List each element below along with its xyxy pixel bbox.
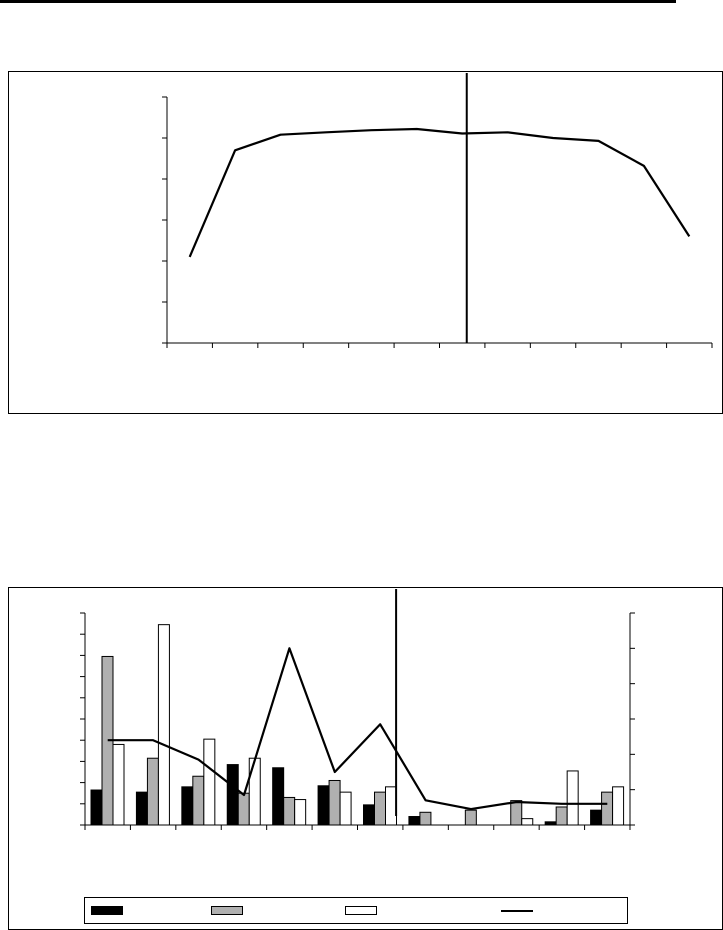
bar-series-1 bbox=[272, 767, 285, 826]
bar-series-3 bbox=[294, 799, 307, 826]
bar-series-1 bbox=[90, 789, 103, 826]
top-rule bbox=[0, 0, 676, 3]
legend-item-series-3 bbox=[345, 898, 383, 923]
bar-series-3 bbox=[112, 743, 125, 826]
bar-series-2 bbox=[146, 757, 159, 826]
legend-swatch-series-1 bbox=[91, 906, 123, 915]
bar-series-3 bbox=[248, 757, 261, 826]
bar-series-3 bbox=[612, 786, 625, 826]
bar-series-1 bbox=[408, 816, 421, 826]
bar-series-3 bbox=[521, 818, 534, 826]
bar-series-2 bbox=[601, 791, 614, 826]
bar-series-3 bbox=[385, 786, 397, 826]
legend bbox=[84, 897, 628, 924]
chart-frame-top bbox=[8, 71, 723, 414]
bar-series-1 bbox=[226, 764, 239, 826]
bar-series-1 bbox=[181, 786, 194, 826]
series-line-top-chart bbox=[188, 127, 691, 258]
legend-swatch-series-3 bbox=[345, 906, 377, 915]
legend-line-swatch bbox=[501, 909, 533, 912]
bar-series-2 bbox=[237, 792, 250, 826]
legend-item-series-1 bbox=[91, 898, 129, 923]
bar-series-2 bbox=[419, 811, 432, 826]
bar-series-1 bbox=[363, 804, 375, 826]
bar-series-1 bbox=[544, 821, 557, 826]
bar-series-2 bbox=[464, 809, 477, 826]
line-series-bottom-chart bbox=[107, 647, 608, 811]
legend-item-line bbox=[501, 898, 539, 923]
bar-series-2 bbox=[510, 800, 523, 826]
bar-series-3 bbox=[339, 791, 352, 826]
bar-series-3 bbox=[203, 738, 216, 826]
legend-item-series-2 bbox=[211, 898, 249, 923]
bar-series-2 bbox=[374, 791, 386, 826]
bar-series-2 bbox=[328, 779, 341, 826]
bar-series-2 bbox=[555, 806, 568, 826]
bar-series-1 bbox=[135, 791, 148, 826]
bar-series-2 bbox=[192, 775, 205, 826]
bar-series-2 bbox=[283, 796, 296, 826]
legend-swatch-series-2 bbox=[211, 906, 243, 915]
bar-series-1 bbox=[317, 785, 330, 826]
bar-series-1 bbox=[590, 809, 603, 826]
bar-series-3 bbox=[157, 624, 170, 826]
bar-series-3 bbox=[566, 770, 579, 826]
chart-frame-bottom bbox=[8, 587, 723, 930]
